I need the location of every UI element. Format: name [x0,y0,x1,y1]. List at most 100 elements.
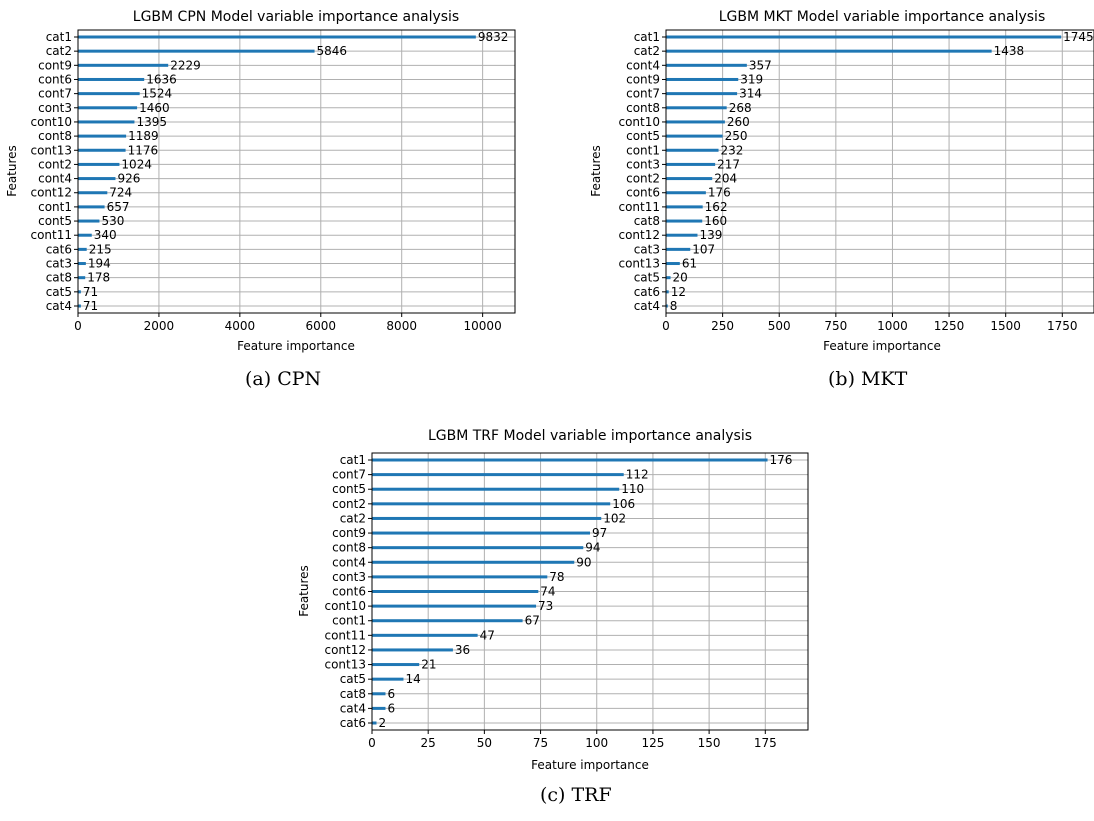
cpn-x-tick-label: 8000 [386,319,417,333]
trf-x-tick-label: 150 [698,736,721,750]
cpn-bar-cat8 [78,276,86,280]
mkt-x-tick-label: 1500 [990,319,1021,333]
mkt-plot-area: 0 250 500 750 1000 1250 1500 1750 cat1 1745 cat2 14… [618,29,1094,333]
cpn-value-label: 71 [83,285,98,299]
mkt-value-label: 162 [705,200,728,214]
trf-x-tick-label: 175 [754,736,777,750]
trf-category-label: cat2 [340,511,366,525]
trf-bar-cont4 [372,560,575,564]
trf-category-label: cont8 [332,541,366,555]
cpn-category-label: cont8 [38,129,72,143]
cpn-value-label: 71 [83,299,98,313]
cpn-value-label: 178 [87,271,110,285]
trf-bar-cat6 [372,721,377,725]
trf-value-label: 36 [455,643,470,657]
cpn-chart-title: LGBM CPN Model variable importance analy… [133,9,459,25]
cpn-bar-cont11 [78,233,92,237]
mkt-value-label: 250 [725,129,748,143]
mkt-x-tick-label: 750 [824,319,847,333]
mkt-bar-cont10 [666,120,725,124]
trf-axes-frame [371,452,809,731]
trf-bar-cont6 [372,590,539,593]
cpn-x-tick-label: 4000 [225,319,256,333]
mkt-caption: (b) MKT [828,368,908,390]
mkt-bar-cat5 [666,276,671,280]
mkt-x-tick-label: 1250 [934,319,965,333]
cpn-category-label: cat1 [46,30,72,44]
cpn-category-label: cont6 [38,72,72,86]
cpn-category-label: cat6 [46,242,72,256]
mkt-x-axis-label: Feature importance [823,339,941,353]
mkt-value-label: 314 [739,87,762,101]
cpn-bar-cont2 [78,162,120,166]
cpn-category-label: cat2 [46,44,72,58]
trf-category-label: cont13 [324,658,366,672]
trf-bar-cat4 [372,706,386,710]
cpn-bar-cat3 [78,262,86,266]
mkt-value-label: 204 [714,172,737,186]
cpn-y-axis-label: Features [5,145,19,197]
cpn-category-label: cont1 [38,200,72,214]
cpn-value-label: 724 [109,186,132,200]
trf-value-label: 67 [525,614,540,628]
cpn-value-label: 926 [117,172,140,186]
mkt-y-axis-label: Features [589,145,603,197]
trf-value-label: 90 [576,555,591,569]
trf-category-label: cat6 [340,716,366,730]
trf-y-axis-label: Features [297,565,311,617]
trf-x-tick-label: 75 [533,736,548,750]
trf-category-label: cont6 [332,585,366,599]
trf-category-label: cont5 [332,482,366,496]
cpn-value-label: 530 [101,214,124,228]
trf-bar-cont10 [372,604,537,608]
cpn-bar-cat6 [78,247,87,251]
trf-x-tick-label: 50 [477,736,492,750]
mkt-value-label: 357 [749,58,772,72]
mkt-value-label: 176 [708,186,731,200]
mkt-category-label: cat3 [634,242,660,256]
mkt-x-tick-label: 250 [711,319,734,333]
mkt-bar-cont7 [666,92,738,96]
trf-value-label: 78 [549,570,564,584]
cpn-bar-cat1 [78,35,476,39]
cpn-bar-cont10 [78,120,135,124]
mkt-category-label: cont2 [626,172,660,186]
mkt-value-label: 217 [717,157,740,171]
mkt-bar-cont6 [666,191,706,195]
trf-bar-cont12 [372,648,453,652]
mkt-category-label: cat5 [634,271,660,285]
mkt-category-label: cont9 [626,72,660,86]
mkt-bar-cat6 [666,290,669,294]
mkt-category-label: cont13 [618,257,660,271]
mkt-x-tick-label: 1750 [1047,319,1078,333]
trf-value-label: 97 [592,526,607,540]
mkt-value-label: 12 [671,285,686,299]
trf-x-tick-label: 125 [641,736,664,750]
trf-bar-cont3 [372,575,548,579]
cpn-bar-cont9 [78,63,169,67]
trf-category-label: cont4 [332,555,366,569]
mkt-value-label: 160 [704,214,727,228]
cpn-category-label: cont4 [38,172,72,186]
cpn-value-label: 9832 [478,30,509,44]
trf-bar-cont13 [372,663,420,667]
mkt-category-label: cont12 [618,228,660,242]
cpn-value-label: 5846 [317,44,348,58]
cpn-category-label: cat4 [46,299,72,313]
cpn-bar-cont5 [78,219,100,223]
cpn-value-label: 1460 [139,101,170,115]
mkt-category-label: cont6 [626,186,660,200]
trf-bar-cat5 [372,677,404,681]
mkt-bar-cat4 [666,304,668,308]
trf-category-label: cont2 [332,497,366,511]
mkt-bar-cont13 [666,262,680,266]
cpn-category-label: cont9 [38,58,72,72]
mkt-value-label: 8 [670,299,678,313]
cpn-bar-cont12 [78,191,108,195]
trf-bar-cont7 [372,473,624,477]
trf-caption: (c) TRF [540,784,612,806]
cpn-bar-cat2 [78,49,315,53]
cpn-bar-cont6 [78,77,145,81]
trf-value-label: 176 [770,453,793,467]
trf-value-label: 74 [540,585,555,599]
